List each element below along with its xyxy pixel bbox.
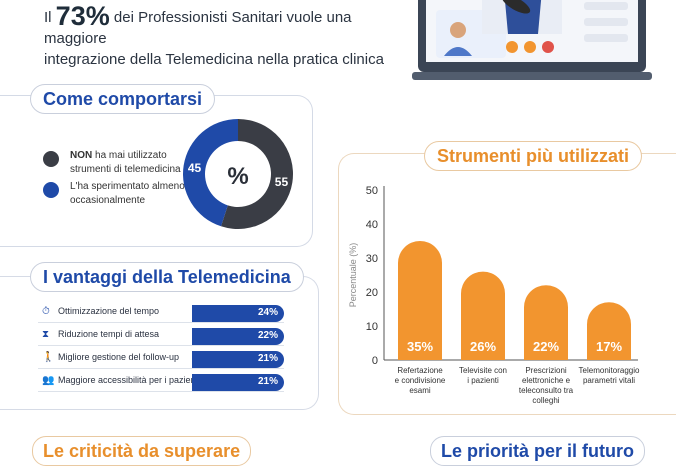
advantage-value: 21% [257,376,278,387]
bar-0 [398,241,442,360]
tools-title: Strumenti più utilizzati [424,141,642,171]
bar-y-axis-label: Percentuale (%) [348,243,358,308]
y-tick-label: 20 [366,287,378,299]
advantage-bar: 21% [192,374,284,391]
teaser-criticalities: Le criticità da superare [32,436,252,466]
donut-slices [183,119,294,229]
headline-prefix: Il [44,9,52,26]
bar-category-label-2: Prescrizioni [525,366,567,375]
legend-never-line1: ha mai utilizzato [92,150,167,161]
advantage-label: Riduzione tempi di attesa [58,329,160,339]
advantage-row: ⧗ Riduzione tempi di attesa 22% [38,328,284,346]
donut-value-1: 45 [188,161,202,175]
advantage-value: 22% [257,330,278,341]
bar-category-label-2: teleconsulto tra [519,386,574,395]
bar-value-label-3: 17% [596,339,622,354]
bar-axis: 0 10 20 30 40 50 [366,185,638,367]
headline-big-value: 73% [55,1,110,31]
behaviour-title: Come comportarsi [30,84,216,114]
advantage-value: 21% [257,353,278,364]
bar-2 [524,285,568,360]
y-tick-label: 10 [366,321,378,333]
y-tick-label: 50 [366,185,378,197]
y-tick-label: 40 [366,219,378,231]
advantage-bar: 22% [192,328,284,345]
advantage-label: Migliore gestione del follow-up [58,352,180,362]
headline-line2: integrazione della Telemedicina nella pr… [44,51,384,68]
headline-line1: dei Professionisti Sanitari vuole una ma… [44,9,352,47]
legend-tried-line2: occasionalmente [70,195,146,206]
bar-category-label-1: i pazienti [467,376,499,385]
advantage-label: Ottimizzazione del tempo [58,306,160,316]
bar-1 [461,271,505,360]
legend-never-line2: strumenti di telemedicina [70,164,181,175]
legend-tried-line1: L'ha sperimentato almeno [70,181,185,192]
donut-chart: % 55 45 [183,119,294,229]
headline: Il 73% dei Professionisti Sanitari vuole… [44,3,404,70]
donut-center-label: % [227,163,248,190]
advantage-bar: 21% [192,351,284,368]
bar-3 [587,302,631,360]
clock-icon: ⏱ [42,306,50,317]
teaser-priorities: Le priorità per il futuro [430,436,646,466]
bar-category-label-0: Refertazione [397,366,443,375]
advantages-title: I vantaggi della Telemedicina [30,262,304,292]
bar-category-label-1: Televisite con [459,366,507,375]
advantage-value: 24% [257,307,278,318]
y-tick-label: 0 [372,355,378,367]
advantage-row: ⏱ Ottimizzazione del tempo 24% [38,305,284,323]
tools-card [338,153,676,415]
bar-category-label-3: parametri vitali [583,376,635,385]
donut-value-0: 55 [275,175,289,189]
donut-value-labels: 55 45 [188,161,289,189]
bar-marks: 35% 26% 22% 17% [398,241,631,360]
y-tick-label: 30 [366,253,378,265]
bar-value-label-0: 35% [407,339,433,354]
bar-category-label-2: colleghi [532,396,559,405]
bar-category-label-3: Telemonitoraggio [579,366,640,375]
legend-tried: L'ha sperimentato almeno occasionalmente [70,180,185,208]
donut-slice-0 [221,119,294,229]
legend-dot-tried [43,182,59,198]
bar-value-label-2: 22% [533,339,559,354]
walking-person-icon: 🚶 [42,352,55,363]
bar-category-label-0: esami [409,386,431,395]
laptop-illustration [412,0,652,80]
hourglass-icon: ⧗ [42,329,50,340]
bar-category-label-0: e condivisione [395,376,446,385]
legend-never-bold: NON [70,150,93,161]
legend-never: NON ha mai utilizzato strumenti di telem… [70,149,181,177]
bar-category-label-2: elettroniche e [522,376,571,385]
advantage-label: Maggiore accessibilità per i pazienti [58,375,201,385]
advantage-row: 👥 Maggiore accessibilità per i pazienti 21… [38,374,284,392]
advantage-row: 🚶 Migliore gestione del follow-up 21% [38,351,284,369]
legend-dot-never [43,151,59,167]
advantage-bar: 24% [192,305,284,322]
people-icon: 👥 [42,375,55,386]
donut-slice-1 [183,119,238,227]
bar-value-label-1: 26% [470,339,496,354]
